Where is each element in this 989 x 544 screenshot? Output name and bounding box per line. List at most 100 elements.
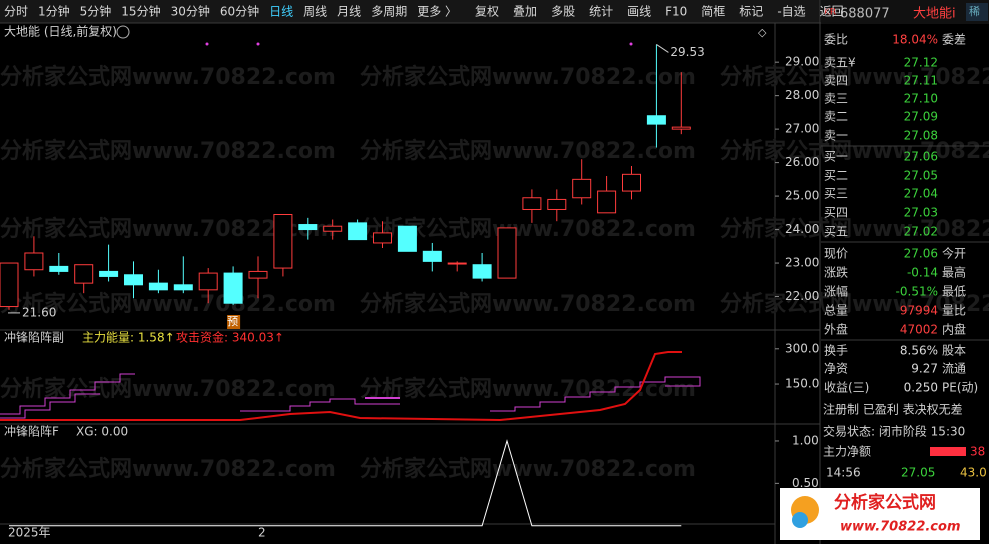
quote-value: 27.08 (904, 129, 938, 143)
toolbar-item[interactable]: 月线 (337, 5, 361, 19)
watermarks: 分析家公式网www.70822.com 分析家公式网www.70822.com 分析… (0, 64, 989, 482)
toolbar-item[interactable]: 多周期 (371, 5, 407, 19)
toolbar-item[interactable]: 复权 (475, 5, 499, 19)
tag: 稀 (969, 5, 980, 18)
watermark: 分析家公式网www.70822.com (720, 216, 989, 242)
candle-body (622, 173, 641, 192)
dropdown-icon[interactable] (116, 25, 130, 39)
candle-body (49, 265, 69, 272)
quote-value: 97994 (900, 304, 938, 318)
toolbar-item[interactable]: 15分钟 (121, 4, 160, 19)
toolbar-item[interactable]: 分时 (4, 5, 28, 19)
indicator-value: 主力能量: 1.58↑ (82, 331, 175, 345)
annotation: 29.53 (670, 45, 704, 59)
candle-body (547, 198, 567, 210)
quote-header (821, 0, 989, 24)
toolbar-item[interactable]: -自选 (777, 5, 805, 19)
toolbar-item[interactable]: 返回 (820, 5, 844, 19)
quote-value: 27.11 (904, 74, 938, 88)
toolbar-item[interactable]: 叠加 (513, 5, 537, 19)
status: 交易状态: 闭市阶段 15:30 (823, 424, 965, 439)
quote-value: 27.03 (904, 206, 938, 220)
indicator-name: 冲锋陷阵副 (4, 330, 64, 345)
watermark: 分析家公式网www.70822.com (360, 138, 696, 164)
toolbar-item[interactable]: F10 (665, 5, 687, 19)
annotation-arrow (656, 44, 669, 53)
watermark: 分析家公式网www.70822.com (0, 456, 336, 482)
candle-body (671, 126, 691, 130)
toolbar (0, 0, 820, 23)
quote-label: PE(动) (942, 381, 978, 395)
indicator-line (0, 351, 682, 422)
toolbar-item[interactable]: 周线 (303, 5, 327, 19)
quote-label: 内盘 (942, 322, 966, 337)
quote-value: 27.05 (904, 169, 938, 183)
y-tick-label: 22.00 (785, 289, 819, 303)
logo-icon (792, 512, 808, 528)
dot (205, 42, 209, 46)
quote-value: 27.10 (904, 92, 938, 106)
quote-label: 买一 (824, 150, 848, 164)
quote-value: -0.51% (896, 285, 938, 299)
quote-value: 27.04 (904, 187, 938, 201)
quote-value: 8.56% (900, 344, 938, 358)
quote-label: 买五 (824, 225, 848, 239)
quote-label: 股本 (942, 344, 966, 358)
toolbar-item[interactable]: 30分钟 (171, 4, 210, 19)
quote-label: 外盘 (824, 322, 848, 337)
y-tick-label: 25.00 (785, 189, 819, 203)
indicator-line (240, 398, 400, 412)
quote-label: 买二 (824, 169, 848, 183)
candle-body (646, 115, 666, 125)
watermark: 分析家公式网www.70822.com (0, 64, 336, 90)
toolbar-item[interactable]: 1分钟 (38, 4, 70, 19)
toolbar-item[interactable]: 统计 (589, 5, 613, 19)
quote-label: 最低 (942, 285, 966, 299)
candle-body (74, 264, 94, 284)
quote-label: 卖一 (824, 129, 848, 143)
quote-value: 27.02 (904, 225, 938, 239)
quote-value: 0.250 (904, 381, 938, 395)
net-bar (930, 447, 966, 456)
candle-body (472, 264, 492, 279)
quote-label: 总量 (824, 304, 848, 318)
toolbar-item[interactable]: 画线 (627, 5, 651, 19)
quote-value: 9.27 (911, 362, 938, 376)
quote-label: 最高 (942, 265, 966, 280)
quote-value: 27.06 (904, 150, 938, 164)
annotation: 预 (227, 315, 238, 328)
candle-body (0, 262, 19, 308)
toolbar-item[interactable]: 多股 (551, 5, 575, 19)
indicator-value: 攻击资金: 340.03↑ (176, 330, 284, 345)
toolbar-item[interactable]: 5分钟 (80, 4, 112, 19)
quote-value: 27.09 (904, 110, 938, 124)
y-tick-label: 0.50 (792, 476, 819, 490)
x-label: 2025年 (8, 526, 51, 540)
toolbar-item[interactable]: 更多 〉 (417, 5, 457, 19)
toolbar-item[interactable]: 日线 (269, 5, 293, 19)
candle-body (447, 262, 467, 265)
y-tick-label: 29.00 (785, 55, 819, 69)
candle-body (397, 225, 417, 252)
indicator-line (0, 393, 100, 419)
diamond-icon[interactable]: ◇ (758, 26, 767, 39)
quote-label: 卖二 (824, 110, 848, 124)
quote-label: 委差 (942, 33, 966, 47)
tick-volume: 43.0 (960, 466, 987, 480)
toolbar-item[interactable]: 简框 (701, 5, 725, 19)
quote-value: 27.06 (904, 247, 938, 261)
toolbar-item[interactable]: 标记 (739, 5, 763, 19)
dot (629, 42, 633, 46)
candle-body (248, 270, 268, 279)
watermark: 分析家公式网www.70822.com (360, 64, 696, 90)
toolbar-item[interactable]: 60分钟 (220, 4, 259, 19)
watermark: 分析家公式网www.70822.com (720, 138, 989, 164)
x-label: 2 (258, 526, 266, 540)
watermark: 分析家公式网www.70822.com (360, 456, 696, 482)
candle-body (348, 222, 368, 241)
indicator-name: 冲锋陷阵F (4, 424, 59, 439)
stock-code: 688077 (840, 7, 890, 22)
candle-body (323, 225, 343, 232)
watermark: 分析家公式网www.70822.com (360, 376, 696, 402)
